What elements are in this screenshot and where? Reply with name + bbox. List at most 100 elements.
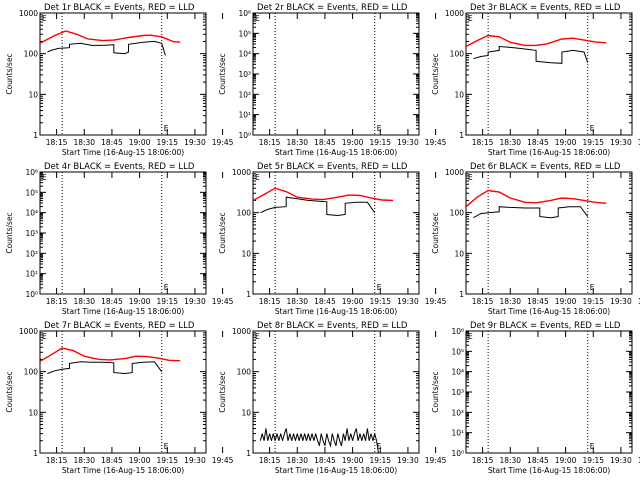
time-marker-label: E (468, 332, 473, 341)
panel-5: Det 5r BLACK = Events, RED = LLD 1 10 100 10… (218, 162, 447, 316)
plot-frame (39, 171, 207, 295)
panel-7: Det 7r BLACK = Events, RED = LLD 1 10 100 10… (5, 321, 234, 475)
y-tick-label: 1000 (19, 9, 38, 18)
x-tick-label: 19:30 (184, 456, 206, 465)
y-tick-label: 10 (28, 90, 38, 99)
y-tick-label: 1000 (19, 327, 38, 336)
events-series-line (259, 428, 379, 454)
events-series-line (47, 361, 163, 375)
x-axis-label: Start Time (16-Aug-15 18:06:00) (62, 307, 184, 316)
events-series-line (473, 206, 589, 219)
y-tick-label: 1 (459, 131, 464, 140)
x-tick-label: 18:15 (259, 297, 281, 306)
x-tick-label: 19:45 (638, 456, 640, 465)
time-marker-label: E (377, 442, 382, 451)
x-axis-label: Start Time (16-Aug-15 18:06:00) (275, 307, 397, 316)
x-tick-label: 18:15 (46, 138, 68, 147)
y-tick-label: 10¹ (451, 429, 464, 438)
y-axis-label: Counts/sec (5, 212, 14, 253)
x-axis-label: Start Time (16-Aug-15 18:06:00) (62, 466, 184, 475)
y-tick-label: 1 (33, 449, 38, 458)
y-tick-label: 10³ (25, 229, 38, 238)
events-series-line (260, 196, 376, 217)
x-tick-label: 19:30 (397, 297, 419, 306)
x-tick-label: 19:45 (212, 456, 234, 465)
x-tick-label: 18:30 (73, 297, 95, 306)
time-marker-label: E (468, 14, 473, 23)
panel-2: Det 2r BLACK = Events, RED = LLD 10⁰ 10¹ 10… (218, 3, 447, 157)
x-tick-label: 19:30 (184, 297, 206, 306)
x-tick-label: 19:15 (156, 456, 178, 465)
x-tick-label: 19:30 (397, 138, 419, 147)
y-tick-label: 100 (24, 50, 39, 59)
x-tick-label: 19:15 (369, 138, 391, 147)
y-tick-label: 100 (450, 209, 465, 218)
x-tick-label: 18:30 (73, 456, 95, 465)
y-tick-label: 10² (25, 249, 38, 258)
x-tick-label: 18:45 (527, 138, 549, 147)
y-tick-label: 10 (28, 408, 38, 417)
panel-title: Det 3r BLACK = Events, RED = LLD (470, 3, 621, 13)
plot-frame (252, 171, 420, 295)
y-tick-label: 1000 (232, 168, 251, 177)
x-tick-label: 18:15 (46, 297, 68, 306)
x-tick-label: 18:45 (314, 456, 336, 465)
y-tick-label: 100 (237, 368, 252, 377)
time-marker-label: E (255, 14, 260, 23)
x-tick-label: 19:00 (129, 297, 151, 306)
x-tick-label: 18:15 (472, 456, 494, 465)
panel-title: Det 1r BLACK = Events, RED = LLD (44, 3, 195, 13)
x-tick-label: 19:00 (342, 297, 364, 306)
time-marker-label: E (164, 124, 169, 133)
y-tick-label: 10⁴ (25, 209, 38, 218)
x-tick-label: 18:30 (286, 297, 308, 306)
y-tick-label: 10 (454, 90, 464, 99)
time-marker-label: E (164, 283, 169, 292)
y-tick-label: 10⁰ (25, 290, 38, 299)
y-axis-label: Counts/sec (218, 53, 227, 94)
time-marker-label: E (590, 283, 595, 292)
x-tick-label: 18:15 (472, 138, 494, 147)
y-tick-label: 10¹ (238, 111, 251, 120)
x-tick-label: 18:30 (499, 456, 521, 465)
y-tick-label: 10⁴ (451, 368, 464, 377)
panel-title: Det 7r BLACK = Events, RED = LLD (44, 321, 195, 331)
y-tick-label: 10⁰ (451, 449, 464, 458)
y-tick-label: 10⁵ (451, 347, 464, 356)
time-marker-label: E (255, 173, 260, 182)
panel-title: Det 2r BLACK = Events, RED = LLD (257, 3, 408, 13)
y-tick-label: 1 (33, 131, 38, 140)
y-axis-label: Counts/sec (431, 212, 440, 253)
y-axis-label: Counts/sec (218, 371, 227, 412)
x-tick-label: 18:15 (472, 297, 494, 306)
x-tick-label: 19:30 (184, 138, 206, 147)
y-tick-label: 10 (241, 408, 251, 417)
x-tick-label: 19:00 (555, 138, 577, 147)
x-tick-label: 19:15 (582, 297, 604, 306)
y-tick-label: 10⁰ (238, 131, 251, 140)
x-axis-label: Start Time (16-Aug-15 18:06:00) (488, 307, 610, 316)
y-axis-label: Counts/sec (5, 53, 14, 94)
y-tick-label: 10⁶ (238, 9, 251, 18)
x-tick-label: 19:15 (156, 138, 178, 147)
x-tick-label: 18:30 (73, 138, 95, 147)
panel-title: Det 6r BLACK = Events, RED = LLD (470, 162, 621, 172)
panel-1: Det 1r BLACK = Events, RED = LLD 1 10 100 10… (5, 3, 234, 157)
y-axis-label: Counts/sec (5, 371, 14, 412)
x-tick-label: 19:30 (610, 297, 632, 306)
y-tick-label: 100 (450, 50, 465, 59)
x-tick-label: 18:45 (527, 456, 549, 465)
x-tick-label: 19:45 (212, 138, 234, 147)
panel-9: Det 9r BLACK = Events, RED = LLD 10⁰ 10¹ 10… (431, 321, 640, 475)
panel-3: Det 3r BLACK = Events, RED = LLD 1 10 100 10… (431, 3, 640, 157)
time-marker-label: E (468, 173, 473, 182)
lld-series-line (465, 189, 607, 208)
time-marker-label: E (590, 442, 595, 451)
panel-4: Det 4r BLACK = Events, RED = LLD 10⁰ 10¹ 10… (5, 162, 234, 316)
plot-frame (39, 12, 207, 136)
events-series-line (473, 45, 589, 64)
time-marker-label: E (377, 283, 382, 292)
y-tick-label: 1 (246, 449, 251, 458)
y-axis-label: Counts/sec (218, 212, 227, 253)
x-axis-label: Start Time (16-Aug-15 18:06:00) (275, 466, 397, 475)
